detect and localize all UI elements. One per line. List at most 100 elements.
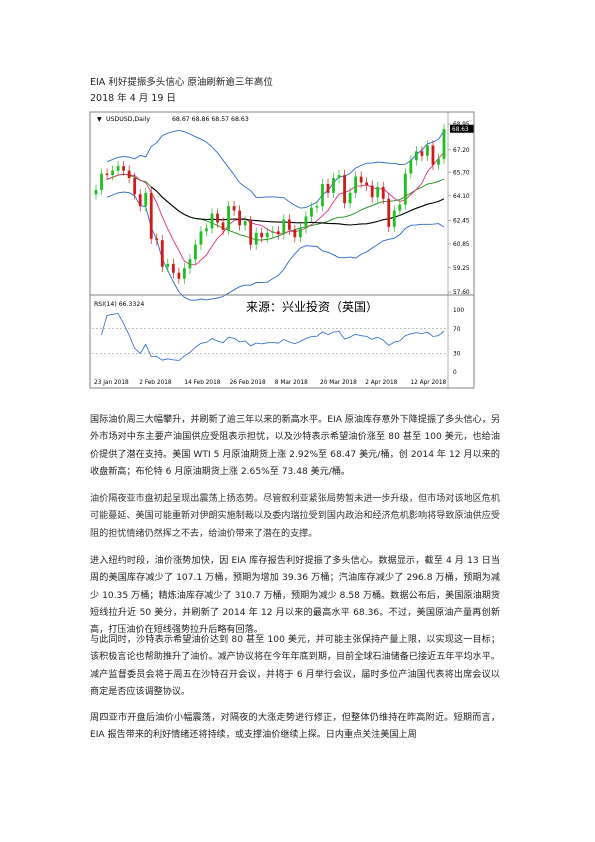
candle-body [387, 198, 391, 227]
price-tick-label: 59.25 [453, 266, 470, 272]
chart-canvas: 68.9567.2065.7064.1062.4560.8559.2557.60… [88, 110, 476, 390]
candle-body [227, 206, 230, 230]
candle-body [276, 231, 280, 235]
candle-body [155, 238, 159, 241]
candle-body [426, 145, 429, 156]
paragraph-2: 油价隔夜亚市盘初起呈现出震荡上扬态势。尽管叙利亚紧张局势暂未进一步升级，但市场对… [90, 494, 500, 539]
candle-body [194, 244, 197, 260]
candle-body [166, 263, 170, 267]
oil-price-chart: 68.9567.2065.7064.1062.4560.8559.2557.60… [88, 110, 476, 390]
rsi-tick-label: 0 [453, 370, 457, 376]
candle-body [287, 219, 291, 230]
last-price-box [450, 124, 474, 133]
candle-body [160, 240, 164, 267]
paragraph-5: 周四亚市开盘后油价小幅震荡，对隔夜的大涨走势进行修正，但整体仍维持在昨高附近。短… [90, 713, 500, 741]
price-tick-label: 67.20 [453, 148, 470, 154]
candle-body [144, 192, 148, 207]
candle-body [177, 272, 181, 279]
candle-body [94, 189, 98, 195]
candle-body [442, 129, 446, 159]
candle-body [414, 151, 418, 161]
candle-body [298, 228, 302, 238]
candle-body [403, 173, 407, 205]
candle-body [238, 210, 242, 226]
chart-frame [89, 111, 475, 389]
candle-body [127, 170, 131, 179]
candle-body [370, 185, 374, 198]
candle-body [249, 220, 253, 245]
candle-body [310, 207, 313, 217]
x-axis-label: 23 Jan 2018 [94, 380, 129, 386]
candle-body [265, 232, 269, 238]
candle-body [343, 175, 346, 204]
chart-background [88, 110, 476, 390]
chart-symbol: USDUSD,Daily [106, 116, 150, 123]
candle-body [365, 182, 369, 186]
rsi-tick-label: 30 [453, 352, 461, 358]
candle-body [133, 178, 137, 195]
candle-body [332, 178, 335, 193]
x-axis-label: 2 Apr 2018 [365, 380, 397, 386]
candle-body [271, 231, 275, 233]
price-tick-label: 60.85 [453, 242, 470, 248]
candle-body [398, 204, 402, 211]
x-axis-label: 20 Mar 2018 [320, 380, 357, 386]
candle-body [243, 220, 247, 226]
x-axis-label: 2 Feb 2018 [139, 380, 172, 386]
candle-body [182, 268, 186, 279]
report-date: 2018 年 4 月 19 日 [90, 93, 176, 104]
chart-symbol-arrow: ▼ [97, 116, 102, 123]
rsi-tick-label: 70 [453, 327, 461, 333]
last-price-label: 68.63 [452, 127, 469, 133]
candle-body [138, 194, 142, 207]
candle-body [348, 192, 352, 204]
candle-body [420, 151, 424, 156]
candle-body [210, 213, 214, 229]
candle-body [304, 216, 308, 229]
paragraph-3: 进入纽约时段，油价涨势加快，因 EIA 库存报告利好提振了多头信心。数据显示，截… [90, 556, 500, 636]
candle-body [254, 232, 258, 245]
price-tick-label: 64.10 [453, 194, 470, 200]
candle-body [122, 166, 126, 171]
rsi-tick-label: 100 [453, 308, 464, 314]
candle-body [116, 166, 120, 171]
candle-body [188, 259, 192, 269]
candle-body [293, 229, 297, 238]
candle-body [260, 232, 264, 238]
price-tick-label: 57.60 [453, 290, 470, 296]
candle-body [409, 160, 413, 174]
candle-body [321, 183, 324, 207]
rsi-line [101, 313, 445, 361]
candle-body [381, 186, 385, 199]
candle-body [100, 173, 103, 190]
candle-body [199, 231, 203, 245]
candle-body [221, 222, 225, 230]
candle-body [205, 228, 208, 232]
candle-body [282, 219, 286, 235]
x-axis-label: 8 Mar 2018 [275, 380, 308, 386]
bollinger-upper-line [106, 129, 445, 209]
x-axis-label: 12 Apr 2018 [410, 380, 446, 386]
page-title: EIA 利好提振多头信心 原油刷新逾三年高位 [90, 77, 273, 88]
x-axis-label: 26 Feb 2018 [230, 380, 266, 386]
chart-watermark: 来源：兴业投资（英国） [246, 299, 378, 314]
candle-body [326, 183, 330, 193]
candle-body [232, 206, 236, 211]
paragraph-4: 与此同时，沙特表示希望油价达到 80 甚至 100 美元，并可能主张保持产量上限… [90, 635, 500, 697]
paragraph-1: 国际油价周三大幅攀升，并刷新了逾三年以来的新高水平。EIA 原油库存意外下降提振… [90, 415, 500, 477]
candle-body [171, 263, 175, 273]
x-axis-label: 14 Feb 2018 [184, 380, 220, 386]
candle-body [359, 176, 363, 183]
candle-body [216, 213, 219, 223]
ma-pink-line [106, 151, 445, 266]
candle-body [354, 176, 358, 193]
candle-body [437, 158, 440, 165]
candle-body [376, 186, 380, 198]
candle-body [149, 192, 153, 239]
candle-body [337, 175, 341, 179]
rsi-label: RSI(14) 66.3324 [94, 301, 144, 308]
candle-body [315, 206, 319, 208]
price-tick-label: 62.45 [453, 218, 470, 224]
price-tick-label: 65.70 [453, 170, 470, 176]
candle-body [431, 145, 435, 165]
